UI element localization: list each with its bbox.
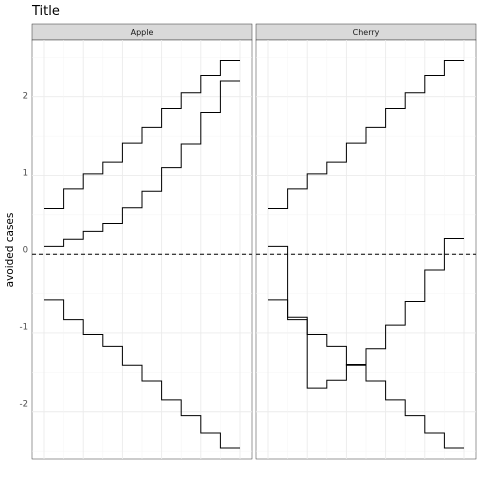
series-step-line xyxy=(44,80,240,247)
series-step-line xyxy=(44,59,240,210)
y-axis-label: avoided cases xyxy=(4,213,16,288)
y-tick-label: 2 xyxy=(23,92,28,102)
y-axis-ticks: -2 -1 0 1 2 xyxy=(20,92,28,410)
plot-area xyxy=(256,40,476,459)
series-step-line xyxy=(268,299,464,449)
facet-panel-cherry: Cherry xyxy=(255,23,477,460)
facet-panel-apple: Apple xyxy=(31,23,253,460)
series-step-line xyxy=(268,59,464,210)
y-tick-label: 0 xyxy=(23,246,28,256)
y-tick-label: 1 xyxy=(23,169,28,179)
y-tick-label: -1 xyxy=(20,323,28,333)
series-step-line xyxy=(44,299,240,449)
facet-strip-label: Apple xyxy=(131,28,154,37)
y-tick-label: -2 xyxy=(20,400,28,410)
facet-strip-label: Cherry xyxy=(353,28,380,37)
plot-area xyxy=(32,40,252,459)
chart-title: Title xyxy=(31,4,60,19)
